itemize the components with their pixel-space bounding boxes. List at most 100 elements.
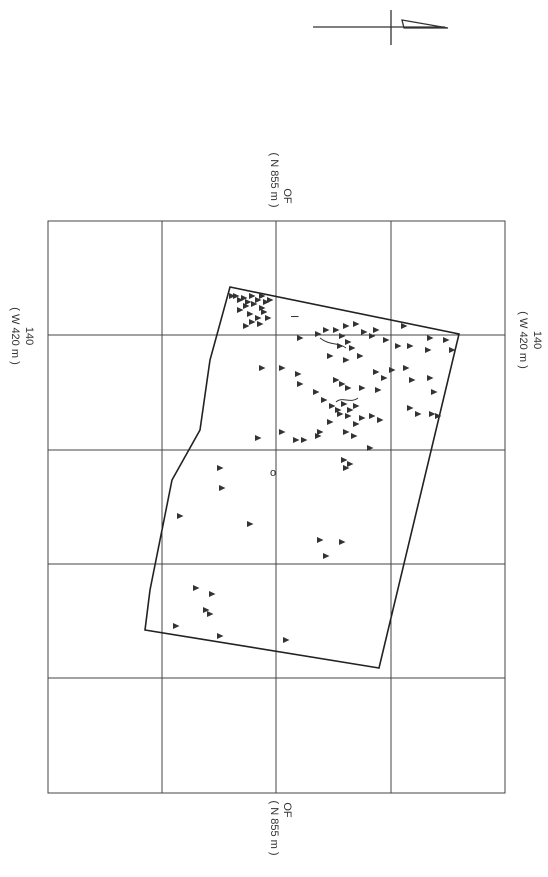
find-marker-icon	[265, 315, 272, 321]
find-marker-icon	[317, 537, 324, 543]
label-right-line1: 140	[531, 331, 543, 349]
survey-grid	[47, 220, 506, 794]
find-marker-icon	[339, 539, 346, 545]
find-marker-icon	[255, 435, 262, 441]
find-marker-icon	[217, 633, 224, 639]
find-marker-icon	[335, 407, 342, 413]
find-marker-icon	[353, 421, 360, 427]
find-marker-icon	[389, 367, 396, 373]
north-arrow-icon	[313, 10, 449, 45]
find-marker-icon	[323, 327, 330, 333]
find-marker-icon	[313, 389, 320, 395]
find-marker-icon	[377, 417, 384, 423]
find-marker-icon	[279, 365, 286, 371]
find-marker-icon	[327, 419, 334, 425]
feature-line	[319, 337, 347, 349]
find-marker-icon	[383, 337, 390, 343]
find-marker-icon	[337, 343, 344, 349]
find-marker-icon	[407, 343, 414, 349]
find-marker-icon	[333, 377, 340, 383]
find-marker-icon	[415, 411, 422, 417]
find-marker-icon	[251, 301, 258, 307]
find-marker-icon	[347, 407, 354, 413]
label-left-line2: ( W 420 m )	[9, 307, 21, 364]
label-top-line2: ( N 855 m )	[268, 152, 280, 207]
find-marker-icon	[249, 319, 256, 325]
label-left-line1: 140	[23, 327, 35, 345]
find-marker-icon	[237, 297, 244, 303]
find-marker-icon	[297, 335, 304, 341]
find-marker-icon	[259, 305, 266, 311]
find-marker-icon	[327, 353, 334, 359]
find-marker-icon	[431, 389, 438, 395]
find-marker-icon	[333, 327, 340, 333]
annotation-bar: I	[288, 315, 300, 318]
find-marker-icon	[345, 413, 352, 419]
find-marker-icon	[329, 403, 336, 409]
find-marker-icon	[401, 323, 408, 329]
find-marker-icon	[341, 401, 348, 407]
find-marker-icon	[249, 293, 256, 299]
find-marker-icon	[241, 295, 248, 301]
find-marker-icon	[425, 347, 432, 353]
find-marker-icon	[203, 607, 210, 613]
find-marker-icon	[369, 333, 376, 339]
find-marker-icon	[259, 365, 266, 371]
find-marker-icon	[323, 553, 330, 559]
find-marker-icon	[395, 343, 402, 349]
find-marker-icon	[359, 385, 366, 391]
find-marker-icon	[353, 403, 360, 409]
find-marker-icon	[237, 307, 244, 313]
find-marker-icon	[375, 387, 382, 393]
find-marker-icon	[339, 381, 346, 387]
find-marker-icon	[429, 411, 436, 417]
find-marker-icon	[361, 329, 368, 335]
find-marker-icon	[209, 591, 216, 597]
find-marker-icon	[301, 437, 308, 443]
find-marker-icon	[283, 637, 290, 643]
find-marker-icon	[409, 377, 416, 383]
find-marker-icon	[321, 397, 328, 403]
label-right-line2: ( W 420 m )	[517, 311, 529, 368]
find-marker-icon	[295, 371, 302, 377]
find-marker-icon	[229, 293, 236, 299]
find-marker-icon	[247, 311, 254, 317]
find-marker-icon	[357, 353, 364, 359]
find-marker-icon	[367, 445, 374, 451]
find-marker-icon	[339, 333, 346, 339]
find-marker-icon	[403, 365, 410, 371]
find-marker-icon	[435, 413, 442, 419]
feature-line	[335, 397, 359, 403]
find-marker-icon	[443, 337, 450, 343]
find-marker-icon	[255, 297, 262, 303]
find-marker-icon	[343, 357, 350, 363]
find-marker-icon	[369, 413, 376, 419]
find-marker-icon	[279, 429, 286, 435]
find-marker-icon	[233, 293, 240, 299]
find-marker-icon	[373, 369, 380, 375]
find-marker-icon	[207, 611, 214, 617]
find-marker-icon	[245, 299, 252, 305]
annotation-circle: o	[270, 467, 276, 479]
find-marker-icon	[267, 297, 274, 303]
find-marker-icon	[243, 303, 250, 309]
find-marker-icon	[217, 465, 224, 471]
find-marker-icon	[293, 437, 300, 443]
find-marker-icon	[343, 429, 350, 435]
find-marker-icon	[341, 457, 348, 463]
find-marker-icon	[315, 331, 322, 337]
excavation-area-outline	[144, 286, 460, 669]
find-marker-icon	[349, 345, 356, 351]
label-bottom-line1: OF	[281, 802, 293, 818]
label-top-line1: OF	[281, 188, 293, 204]
find-marker-icon	[193, 585, 200, 591]
find-marker-icon	[297, 381, 304, 387]
find-marker-icon	[173, 623, 180, 629]
find-marker-icon	[373, 327, 380, 333]
find-marker-icon	[247, 521, 254, 527]
find-marker-icon	[177, 513, 184, 519]
find-marker-icon	[255, 315, 262, 321]
find-marker-icon	[347, 461, 354, 467]
find-markers	[173, 293, 456, 643]
